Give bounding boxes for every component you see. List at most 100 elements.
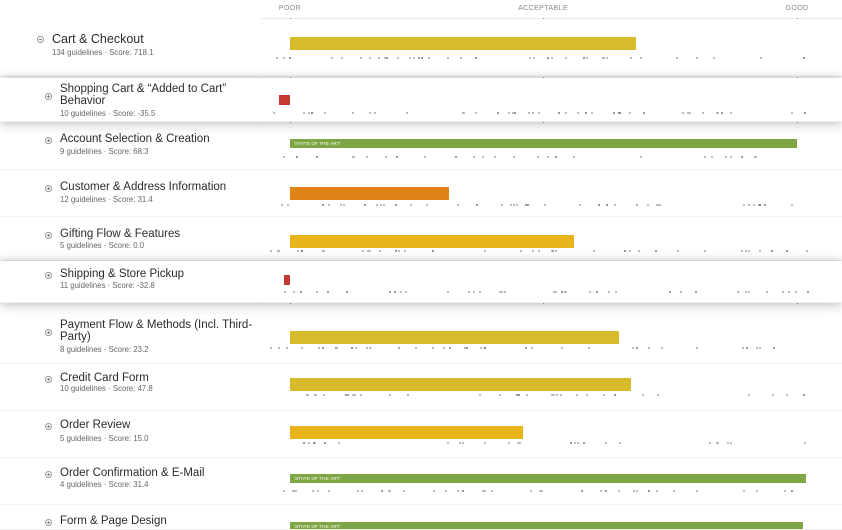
guideline-dot[interactable] <box>716 442 718 444</box>
guideline-dot[interactable] <box>573 156 575 158</box>
guideline-dot[interactable] <box>447 291 449 293</box>
guideline-dot[interactable] <box>603 57 605 59</box>
collapse-icon[interactable] <box>37 36 44 43</box>
expand-icon[interactable] <box>45 272 52 279</box>
guideline-dot[interactable] <box>398 347 400 349</box>
guideline-dot[interactable] <box>389 291 391 293</box>
guideline-dot[interactable] <box>308 112 310 114</box>
guideline-dot[interactable] <box>713 57 715 59</box>
guideline-dot[interactable] <box>301 347 303 349</box>
guideline-dot[interactable] <box>519 442 521 444</box>
guideline-dot[interactable] <box>384 57 386 59</box>
guideline-dot[interactable] <box>328 490 330 492</box>
guideline-dot[interactable] <box>717 442 719 444</box>
guideline-dot[interactable] <box>445 490 447 492</box>
guideline-dot[interactable] <box>360 394 362 396</box>
guideline-dot[interactable] <box>418 57 420 59</box>
guideline-dot[interactable] <box>570 442 572 444</box>
guideline-dot[interactable] <box>354 394 356 396</box>
guideline-dot[interactable] <box>555 250 557 252</box>
guideline-dot[interactable] <box>551 57 553 59</box>
guideline-dot[interactable] <box>397 57 399 59</box>
guideline-dot[interactable] <box>378 57 380 59</box>
score-bar[interactable] <box>279 95 290 105</box>
guideline-dot[interactable] <box>711 156 713 158</box>
guideline-dot[interactable] <box>588 347 590 349</box>
guideline-dot[interactable] <box>383 204 385 206</box>
category-row-shopping-cart-added-to-cart-behavior[interactable]: Shopping Cart & “Added to Cart” Behavior… <box>0 78 842 122</box>
guideline-dot[interactable] <box>281 204 283 206</box>
guideline-dot[interactable] <box>760 57 762 59</box>
guideline-dot[interactable] <box>531 347 533 349</box>
guideline-dot[interactable] <box>421 57 423 59</box>
expand-icon[interactable] <box>45 376 52 383</box>
guideline-dot[interactable] <box>424 156 426 158</box>
expand-icon[interactable] <box>45 471 52 478</box>
guideline-dot[interactable] <box>318 347 320 349</box>
guideline-dot[interactable] <box>340 204 342 206</box>
guideline-dot[interactable] <box>398 250 400 252</box>
guideline-dot[interactable] <box>583 57 585 59</box>
guideline-dot[interactable] <box>669 291 671 293</box>
guideline-dot[interactable] <box>593 250 595 252</box>
guideline-dot[interactable] <box>297 250 299 252</box>
guideline-dot[interactable] <box>656 204 658 206</box>
guideline-dot[interactable] <box>655 250 657 252</box>
expand-icon[interactable] <box>45 93 52 100</box>
guideline-dot[interactable] <box>551 250 553 252</box>
guideline-dot[interactable] <box>331 57 333 59</box>
guideline-dot[interactable] <box>552 250 554 252</box>
guideline-dot[interactable] <box>322 204 324 206</box>
guideline-dot[interactable] <box>766 291 768 293</box>
guideline-dot[interactable] <box>791 112 793 114</box>
guideline-dot[interactable] <box>447 57 449 59</box>
guideline-dot[interactable] <box>343 204 345 206</box>
guideline-dot[interactable] <box>615 291 617 293</box>
guideline-dot[interactable] <box>746 347 748 349</box>
category-row-customer-address-information[interactable]: Customer & Address Information 12 guideli… <box>0 170 842 217</box>
guideline-dot[interactable] <box>314 394 316 396</box>
guideline-dot[interactable] <box>462 442 464 444</box>
guideline-dot[interactable] <box>530 490 532 492</box>
guideline-dot[interactable] <box>409 57 411 59</box>
guideline-dot[interactable] <box>479 394 481 396</box>
guideline-dot[interactable] <box>475 57 477 59</box>
guideline-dot[interactable] <box>323 394 325 396</box>
guideline-dot[interactable] <box>313 442 315 444</box>
guideline-dot[interactable] <box>807 291 809 293</box>
guideline-dot[interactable] <box>278 250 280 252</box>
guideline-dot[interactable] <box>345 394 347 396</box>
guideline-dot[interactable] <box>386 57 388 59</box>
guideline-dot[interactable] <box>633 490 635 492</box>
guideline-dot[interactable] <box>512 112 514 114</box>
guideline-dot[interactable] <box>314 442 316 444</box>
guideline-dot[interactable] <box>558 112 560 114</box>
guideline-dot[interactable] <box>565 291 567 293</box>
category-row-credit-card-form[interactable]: Credit Card Form 10 guidelines · Score: 4… <box>0 364 842 411</box>
guideline-dot[interactable] <box>551 394 553 396</box>
expand-icon[interactable] <box>45 329 52 336</box>
guideline-dot[interactable] <box>614 394 616 396</box>
guideline-dot[interactable] <box>786 250 788 252</box>
guideline-dot[interactable] <box>721 112 723 114</box>
guideline-dot[interactable] <box>748 394 750 396</box>
guideline-dot[interactable] <box>513 204 515 206</box>
guideline-dot[interactable] <box>606 57 608 59</box>
guideline-dot[interactable] <box>782 291 784 293</box>
guideline-dot[interactable] <box>415 347 417 349</box>
guideline-dot[interactable] <box>520 250 522 252</box>
guideline-dot[interactable] <box>395 204 397 206</box>
guideline-dot[interactable] <box>525 347 527 349</box>
guideline-dot[interactable] <box>289 57 291 59</box>
guideline-dot[interactable] <box>499 394 501 396</box>
guideline-dot[interactable] <box>636 490 638 492</box>
guideline-dot[interactable] <box>608 291 610 293</box>
guideline-dot[interactable] <box>324 442 326 444</box>
guideline-dot[interactable] <box>717 112 719 114</box>
score-bar[interactable] <box>290 235 574 248</box>
guideline-dot[interactable] <box>323 250 325 252</box>
guideline-dot[interactable] <box>369 347 371 349</box>
guideline-dot[interactable] <box>748 204 750 206</box>
guideline-dot[interactable] <box>529 57 531 59</box>
guideline-dot[interactable] <box>538 112 540 114</box>
